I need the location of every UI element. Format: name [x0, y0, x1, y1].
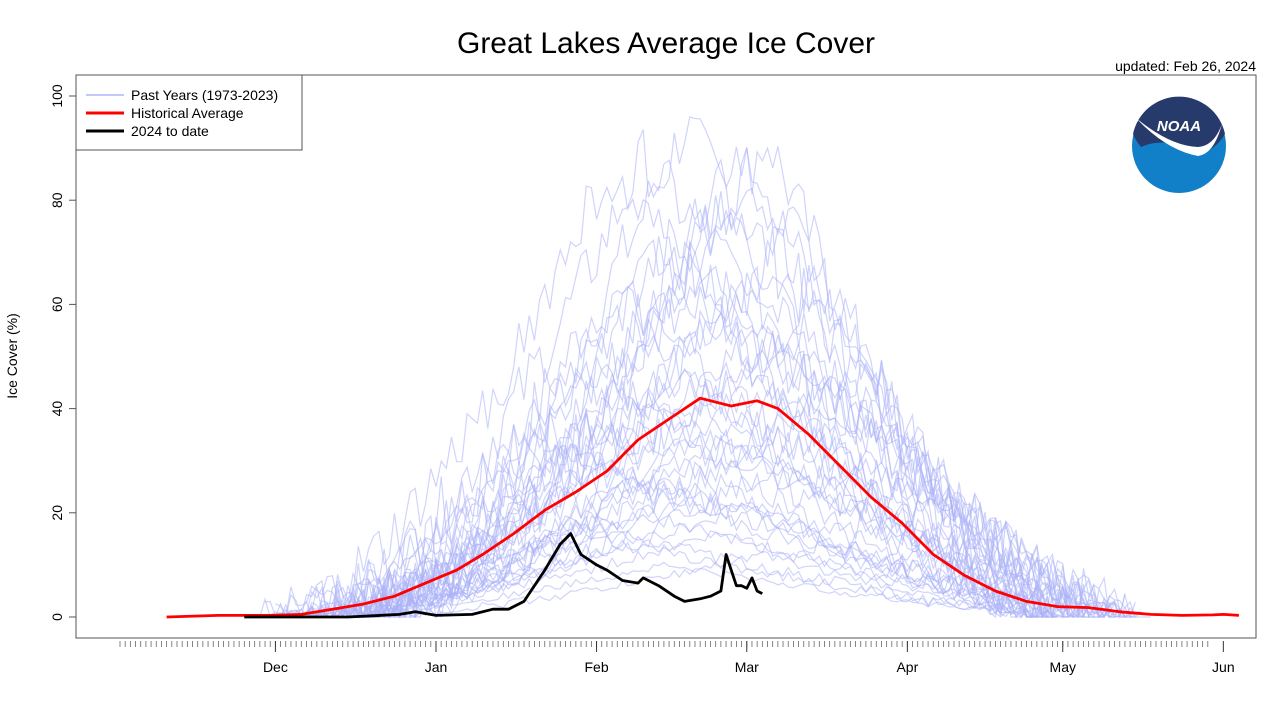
chart-title: Great Lakes Average Ice Cover	[457, 27, 875, 60]
y-tick-label: 0	[49, 613, 65, 621]
past-year-line	[306, 279, 1116, 618]
legend-label-past-years: Past Years (1973-2023)	[131, 87, 278, 103]
past-year-line	[285, 561, 1074, 618]
current-year-line	[244, 532, 763, 619]
chart-updated-date: updated: Feb 26, 2024	[1115, 58, 1256, 74]
past-year-line	[264, 519, 1058, 618]
current-year-group	[244, 532, 763, 619]
past-year-line	[363, 146, 1042, 620]
x-tick-label: Dec	[263, 659, 288, 675]
noaa-logo-text: NOAA	[1157, 118, 1201, 135]
y-tick-label: 40	[49, 401, 65, 417]
past-year-line	[280, 530, 1115, 618]
y-tick-label: 20	[49, 505, 65, 521]
x-tick-label: May	[1050, 659, 1076, 675]
past-year-line	[373, 477, 1120, 618]
past-year-line	[254, 298, 1058, 619]
plot-frame	[75, 74, 1257, 639]
past-year-line	[305, 334, 1048, 619]
y-axis-title: Ice Cover (%)	[4, 313, 20, 399]
y-tick-label: 60	[49, 296, 65, 312]
x-axis: Dec Jan Feb Mar Apr May Jun	[119, 641, 1235, 675]
past-year-line	[347, 360, 1084, 618]
past-year-line	[280, 427, 1085, 619]
past-year-line	[357, 253, 1126, 620]
past-years-lines	[254, 116, 1151, 620]
y-tick-label: 80	[49, 192, 65, 208]
x-tick-label: Jun	[1212, 659, 1235, 675]
past-year-line	[301, 428, 1141, 619]
legend: Past Years (1973-2023) Historical Averag…	[75, 74, 303, 151]
y-tick-label: 100	[49, 84, 65, 108]
historical-average-line	[166, 396, 1239, 619]
y-axis: 0 20 40 60 80 100	[49, 84, 76, 621]
historical-average-group	[166, 396, 1239, 619]
past-year-line	[290, 370, 1136, 619]
past-year-line	[285, 174, 1136, 618]
x-tick-label: Jan	[425, 659, 448, 675]
legend-label-historical-average: Historical Average	[131, 105, 244, 121]
legend-label-2024: 2024 to date	[131, 123, 209, 139]
x-tick-label: Apr	[896, 659, 918, 675]
past-year-line	[347, 239, 1064, 620]
noaa-logo: NOAA	[1132, 96, 1226, 193]
x-tick-label: Feb	[584, 659, 608, 675]
x-tick-label: Mar	[735, 659, 759, 675]
